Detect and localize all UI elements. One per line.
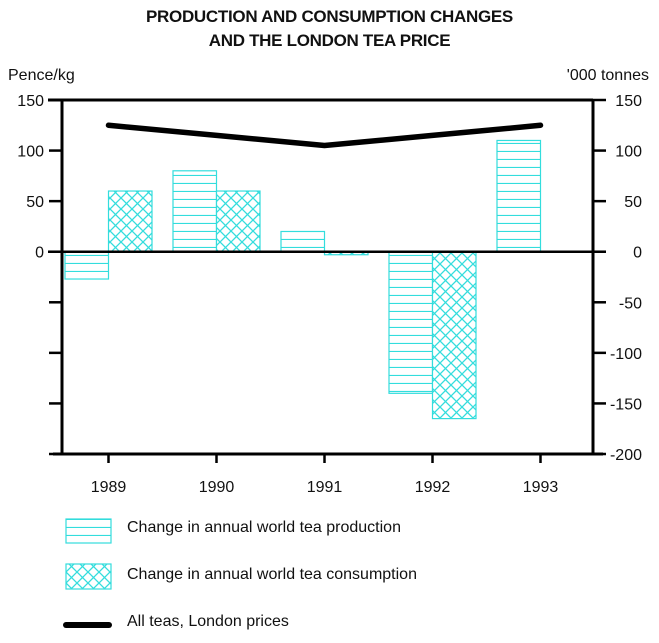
chart-subtitle: AND THE LONDON TEA PRICE <box>208 31 451 50</box>
bars-layer <box>64 139 542 420</box>
legend-label-production: Change in annual world tea production <box>127 519 401 536</box>
right-tick-label: 100 <box>615 144 642 161</box>
right-tick-label: -100 <box>610 346 642 363</box>
production-bar-1990 <box>172 170 218 253</box>
right-tick-label: -200 <box>610 447 642 464</box>
production-bar-1992 <box>388 251 434 394</box>
production-bar-1989 <box>64 251 110 280</box>
x-tick-label: 1991 <box>307 479 343 496</box>
consumption-bar-1992 <box>431 251 477 420</box>
right-tick-label: -150 <box>610 396 642 413</box>
x-tick-label: 1993 <box>523 479 559 496</box>
left-axis-label: Pence/kg <box>8 67 75 84</box>
left-tick-label: 0 <box>35 245 44 262</box>
price-line-layer <box>105 122 544 149</box>
x-tick-label: 1989 <box>91 479 127 496</box>
left-tick-label: 100 <box>17 144 44 161</box>
left-tick-label: 50 <box>26 194 44 211</box>
left-tick-label: 150 <box>17 93 44 110</box>
consumption-bar-1990 <box>215 190 261 253</box>
right-tick-label: 0 <box>633 245 642 262</box>
legend-swatches <box>63 518 112 628</box>
x-tick-label: 1990 <box>199 479 235 496</box>
tick-labels-layer: 150 100 50 0 150 100 50 0 -50 -100 -150 -200 1989 199… <box>17 93 642 496</box>
right-tick-label: 150 <box>615 93 642 110</box>
legend-label-price: All teas, London prices <box>127 613 289 630</box>
consumption-bar-1989 <box>107 190 153 253</box>
axes-layer <box>48 98 606 463</box>
x-tick-label: 1992 <box>415 479 451 496</box>
legend-swatch-consumption <box>65 563 112 590</box>
legend-label-consumption: Change in annual world tea consumption <box>127 566 417 583</box>
right-tick-label: 50 <box>624 194 642 211</box>
price-line <box>105 122 544 149</box>
right-axis-label: '000 tonnes <box>566 67 649 84</box>
production-bar-1991 <box>280 230 326 253</box>
production-bar-1993 <box>496 139 542 253</box>
chart-title: PRODUCTION AND CONSUMPTION CHANGES <box>146 7 513 26</box>
right-tick-label: -50 <box>619 295 642 312</box>
legend-swatch-production <box>65 518 112 544</box>
